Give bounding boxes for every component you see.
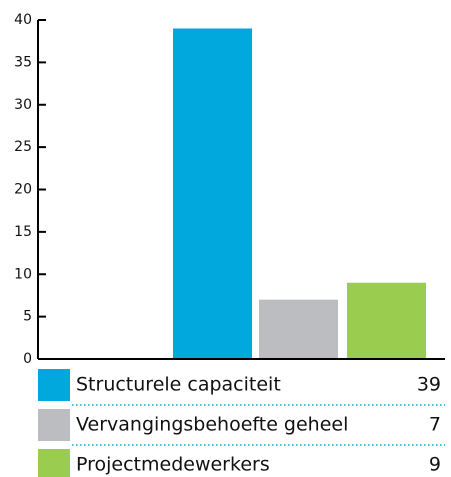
legend-swatch bbox=[38, 369, 70, 401]
y-tick-label: 25 bbox=[14, 139, 32, 155]
legend-label: Projectmedewerkers bbox=[76, 454, 270, 476]
legend-value: 9 bbox=[429, 454, 441, 476]
y-tick-label: 15 bbox=[14, 224, 32, 240]
y-tick-label: 40 bbox=[14, 12, 32, 28]
bar bbox=[173, 28, 252, 359]
legend-value: 39 bbox=[417, 374, 441, 396]
legend-swatch bbox=[38, 449, 70, 477]
legend-swatch bbox=[38, 409, 70, 441]
legend-label: Vervangingsbehoefte geheel bbox=[76, 414, 348, 436]
y-tick-label: 20 bbox=[14, 182, 32, 198]
legend-value: 7 bbox=[429, 414, 441, 436]
y-tick-label: 35 bbox=[14, 54, 32, 70]
y-tick-label: 30 bbox=[14, 97, 32, 113]
legend-label: Structurele capaciteit bbox=[76, 374, 281, 396]
y-tick-label: 5 bbox=[23, 309, 32, 325]
y-tick-label: 0 bbox=[23, 351, 32, 367]
bar bbox=[347, 282, 426, 359]
bar bbox=[259, 299, 338, 359]
y-tick-label: 10 bbox=[14, 266, 32, 282]
